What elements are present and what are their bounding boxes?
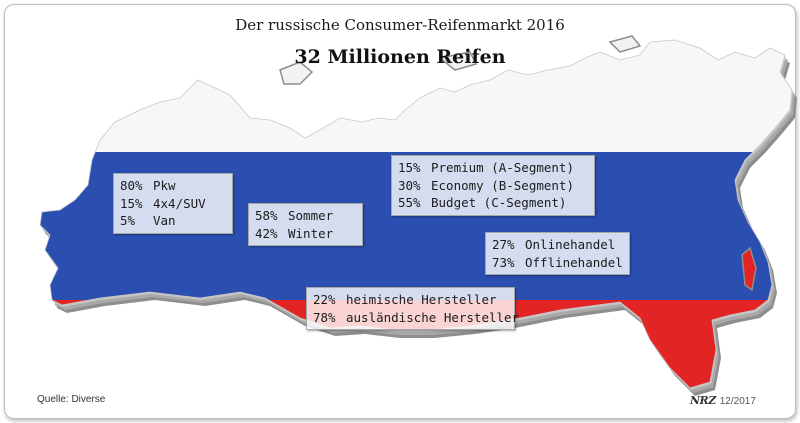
data-label: heimische Hersteller [346,292,497,307]
data-label: Winter [288,225,334,241]
data-value: 58% [255,208,278,223]
data-label: Onlinehandel [525,237,616,252]
data-row: 27% Onlinehandel [492,236,623,254]
data-row: 73% Offlinehandel [492,254,623,272]
data-row: 58% Sommer [255,207,356,225]
source-note: Quelle: Diverse [37,394,106,405]
data-label: Offlinehandel [525,254,623,270]
data-value: 5% [120,213,136,228]
sakhalin-island [741,246,757,292]
data-row: 15% Premium (A-Segment) [398,159,588,177]
data-row: 30% Economy (B-Segment) [398,177,588,195]
data-label: Economy (B-Segment) [431,177,574,193]
data-value: 15% [398,160,421,175]
data-value: 73% [492,254,515,270]
vehicle-type-box: 80% Pkw 15% 4x4/SUV 5% Van [113,173,233,234]
data-label: Van [153,213,176,228]
season-box: 58% Sommer 42% Winter [248,203,363,246]
data-label: Premium (A-Segment) [431,160,574,175]
arctic-island [608,35,642,53]
chart-subtitle: 32 Millionen Reifen [294,46,506,68]
data-label: Pkw [153,178,176,193]
data-value: 30% [398,177,421,193]
data-value: 15% [120,195,143,211]
sales-channel-box: 27% Onlinehandel 73% Offlinehandel [485,232,630,275]
data-value: 22% [313,292,336,307]
footer-credit: NRZ 12/2017 [690,394,756,407]
publish-date: 12/2017 [719,396,756,407]
data-row: 5% Van [120,212,226,230]
data-value: 78% [313,309,336,325]
publisher-logo: NRZ [690,394,716,407]
data-value: 80% [120,178,143,193]
arctic-island [438,51,478,71]
manufacturer-box: 22% heimische Hersteller 78% ausländische … [306,287,519,330]
data-value: 55% [398,195,421,210]
data-row: 22% heimische Hersteller [313,291,508,309]
data-row: 55% Budget (C-Segment) [398,194,588,212]
data-label: Budget (C-Segment) [431,195,567,210]
segment-box: 15% Premium (A-Segment) 30% Economy (B-Seg… [391,155,595,216]
arctic-island [279,61,314,85]
data-row: 15% 4x4/SUV [120,195,226,213]
data-value: 27% [492,237,515,252]
data-row: 80% Pkw [120,177,226,195]
data-row: 78% ausländische Hersteller [313,309,519,327]
data-label: 4x4/SUV [153,195,206,211]
data-value: 42% [255,225,278,241]
data-row: 42% Winter [255,225,356,243]
chart-title: Der russische Consumer-Reifenmarkt 2016 [235,16,565,34]
data-label: ausländische Hersteller [346,309,520,325]
data-label: Sommer [288,208,334,223]
